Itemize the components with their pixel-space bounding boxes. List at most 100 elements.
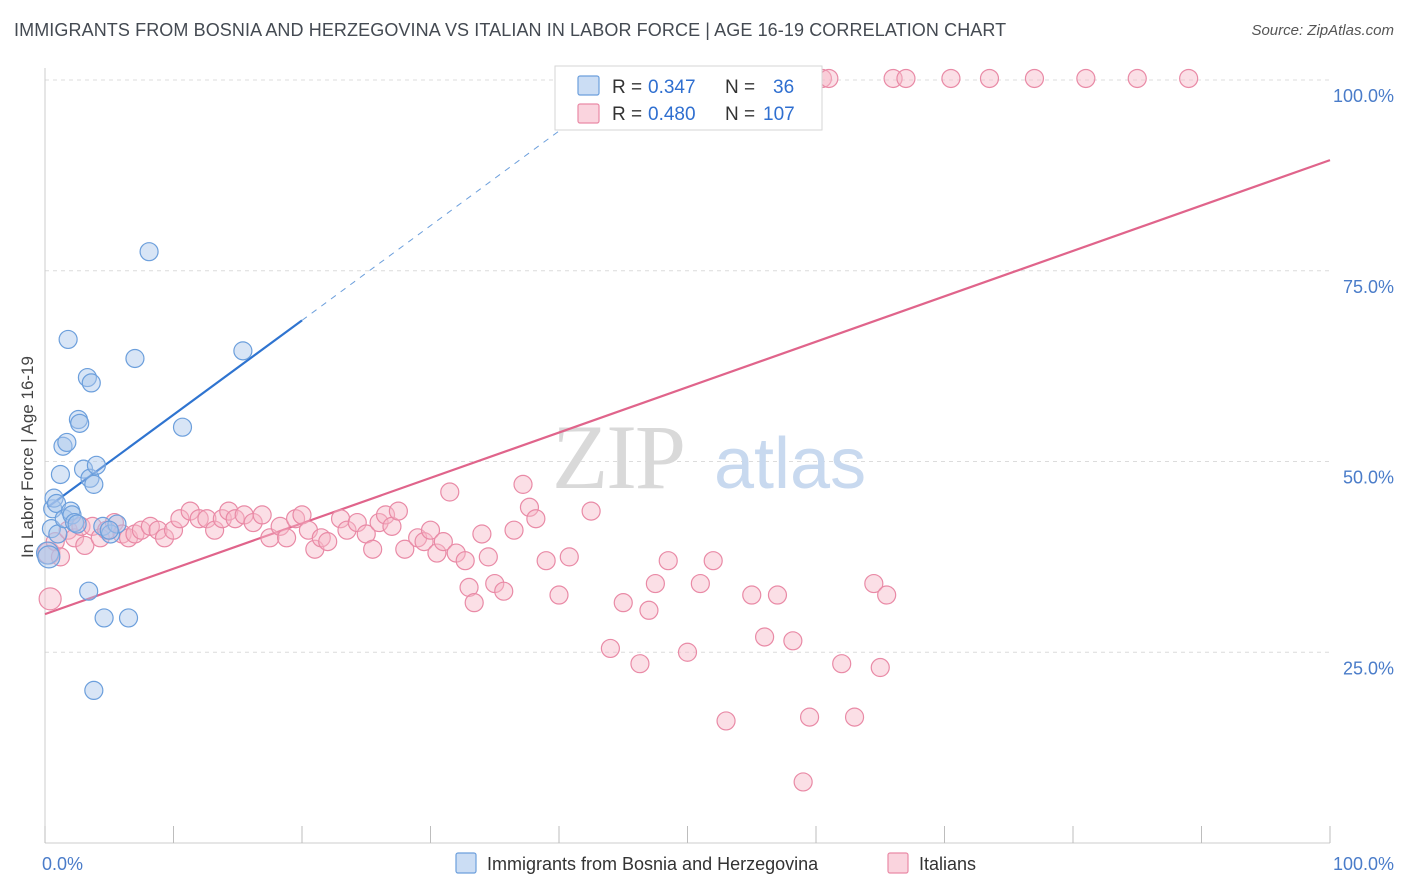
blue-point (53, 436, 73, 456)
pink-point (1127, 68, 1147, 89)
blue-point (118, 608, 139, 628)
watermark-zip: ZIP (552, 406, 684, 508)
pink-point (363, 539, 383, 559)
pink-point (504, 520, 524, 540)
pink-trend-line (44, 159, 1331, 616)
pink-point (870, 657, 890, 678)
pink-point (420, 520, 441, 540)
blue-point (67, 514, 87, 534)
legend-bottom-label-blue: Immigrants from Bosnia and Herzegovina (487, 854, 819, 874)
pink-point (513, 474, 533, 494)
pink-point (793, 772, 813, 792)
blue-point (77, 367, 98, 388)
pink-point (526, 509, 546, 529)
pink-point (639, 600, 659, 620)
watermark-atlas: atlas (714, 424, 866, 504)
blue-point (41, 519, 62, 539)
pink-point (716, 711, 736, 731)
pink-point (163, 520, 184, 540)
pink-point (433, 532, 453, 552)
pink-point (414, 532, 434, 552)
legend-swatch-blue (577, 75, 600, 96)
tick-labels: 25.0% 50.0% 75.0% 100.0% 0.0% 100.0% (42, 86, 1394, 874)
pink-point (494, 581, 514, 601)
pink-point (252, 505, 272, 525)
y-tick-label: 50.0% (1343, 468, 1394, 488)
points-layer (35, 68, 1199, 792)
blue-point (79, 581, 99, 601)
blue-point (62, 505, 82, 525)
blue-point (94, 608, 114, 628)
legend-r-value-2: 0.480 (648, 104, 696, 125)
legend-r-label-1: R = (612, 77, 642, 98)
pink-point (941, 68, 961, 89)
blue-point (99, 520, 119, 540)
blue-point (58, 329, 78, 350)
pink-point (440, 482, 460, 502)
pink-point (645, 573, 665, 594)
legend-swatch-pink (577, 103, 600, 124)
pink-point (369, 512, 389, 533)
blue-point (84, 680, 104, 701)
blue-point (233, 341, 253, 361)
pink-point (197, 509, 217, 529)
pink-point (630, 654, 650, 674)
pink-point (455, 551, 475, 571)
pink-point (690, 573, 710, 594)
pink-point (896, 68, 916, 89)
pink-point (205, 520, 225, 540)
pink-point (1076, 68, 1096, 89)
pink-point (819, 68, 839, 89)
pink-point (395, 539, 415, 559)
pink-point (613, 593, 633, 613)
trend-layer (44, 64, 1331, 616)
pink-point (832, 654, 852, 674)
pink-point (38, 587, 62, 611)
grid-layer (45, 79, 1330, 653)
pink-point (1179, 68, 1199, 89)
source-label: Source: ZipAtlas.com (1251, 22, 1394, 39)
pink-point (559, 547, 579, 567)
y-tick-label: 75.0% (1343, 277, 1394, 297)
pink-point (427, 543, 447, 563)
pink-point (767, 585, 788, 605)
blue-point (81, 373, 101, 393)
pink-point (464, 593, 484, 613)
blue-point (107, 514, 127, 534)
blue-point (37, 545, 61, 569)
legend-bottom-swatch-blue (455, 852, 477, 874)
pink-point (677, 642, 698, 662)
legend-bottom-swatch-pink (887, 852, 909, 874)
pink-point (148, 520, 168, 540)
watermark: ZIP atlas (552, 406, 866, 508)
pink-point (844, 707, 865, 727)
blue-point (139, 242, 159, 262)
blue-point (84, 474, 104, 494)
blue-point (125, 348, 145, 369)
pink-point (478, 547, 498, 567)
pink-point (979, 68, 1000, 89)
pink-point (658, 551, 678, 571)
legend-bottom-label-pink: Italians (919, 854, 976, 874)
pink-point (536, 551, 556, 571)
pink-point (703, 551, 723, 571)
blue-point (57, 432, 77, 453)
legend-n-label-2: N = (725, 104, 755, 125)
pink-point (276, 528, 297, 548)
pink-point (799, 707, 820, 727)
pink-point (864, 573, 884, 594)
pink-point (75, 535, 95, 556)
legend-r-value-1: 0.347 (648, 77, 696, 98)
pink-point (318, 532, 338, 552)
legend-top: R = 0.347 N = 36 R = 0.480 N = 107 (554, 65, 823, 131)
legend-r-label-2: R = (612, 104, 642, 125)
legend-n-value-1: 36 (773, 77, 794, 98)
blue-point (44, 488, 64, 508)
pink-point (459, 577, 479, 597)
pink-point (375, 505, 396, 525)
blue-point (70, 413, 90, 433)
pink-point (170, 509, 190, 529)
pink-point (337, 520, 357, 540)
pink-point (549, 585, 569, 605)
